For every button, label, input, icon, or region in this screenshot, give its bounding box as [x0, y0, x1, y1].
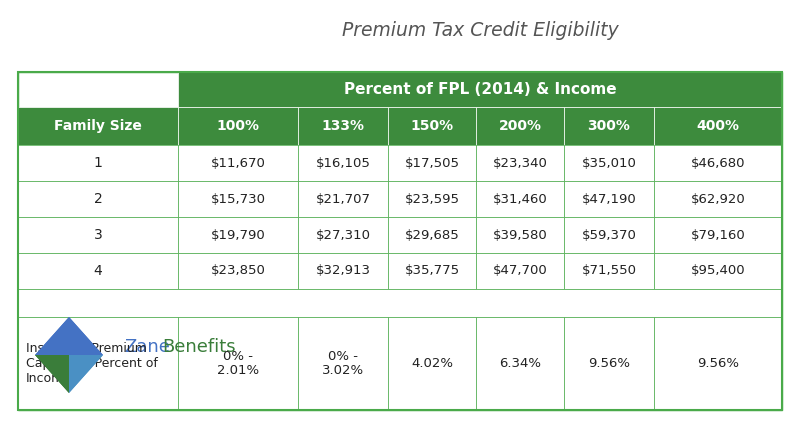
Bar [18, 289, 782, 317]
Text: $47,190: $47,190 [581, 193, 636, 206]
Text: 150%: 150% [411, 119, 454, 133]
Text: 4.02%: 4.02% [411, 357, 453, 370]
Text: $23,850: $23,850 [211, 264, 265, 278]
Bar [564, 145, 654, 181]
Text: $16,105: $16,105 [315, 156, 371, 170]
Text: $23,595: $23,595 [404, 193, 460, 206]
Text: Zane: Zane [124, 338, 170, 356]
Text: $47,700: $47,700 [492, 264, 548, 278]
Text: $62,920: $62,920 [691, 193, 745, 206]
Polygon shape [35, 317, 69, 355]
Bar [388, 217, 476, 253]
Text: 400%: 400% [696, 119, 739, 133]
Bar [564, 181, 654, 217]
Text: Insurance Premium
Capped at Percent of
Income: Insurance Premium Capped at Percent of I… [26, 342, 158, 385]
Text: 200%: 200% [499, 119, 541, 133]
Text: $11,670: $11,670 [211, 156, 265, 170]
Bar [476, 317, 564, 410]
Bar [476, 181, 564, 217]
Bar [476, 253, 564, 289]
Bar [18, 253, 178, 289]
Polygon shape [69, 355, 103, 393]
Bar [388, 181, 476, 217]
Bar [388, 107, 476, 145]
Text: 2: 2 [94, 192, 103, 206]
Bar [298, 107, 388, 145]
Text: 0% -
2.01%: 0% - 2.01% [217, 349, 259, 377]
Text: $23,340: $23,340 [492, 156, 548, 170]
Text: Benefits: Benefits [162, 338, 236, 356]
Text: 4: 4 [94, 264, 103, 278]
Polygon shape [69, 355, 103, 393]
Bar [388, 317, 476, 410]
Bar [564, 217, 654, 253]
Bar [18, 317, 178, 410]
Text: $71,550: $71,550 [581, 264, 637, 278]
Bar [178, 145, 298, 181]
Text: 133%: 133% [322, 119, 364, 133]
Bar [654, 253, 782, 289]
Text: $17,505: $17,505 [404, 156, 460, 170]
Text: $79,160: $79,160 [691, 229, 745, 241]
Bar [178, 217, 298, 253]
Bar [564, 253, 654, 289]
Bar [18, 217, 178, 253]
Text: Family Size: Family Size [54, 119, 142, 133]
Bar [654, 145, 782, 181]
Text: 9.56%: 9.56% [588, 357, 630, 370]
Text: $15,730: $15,730 [210, 193, 265, 206]
Bar [178, 107, 298, 145]
Bar [298, 217, 388, 253]
Bar [18, 72, 782, 410]
Text: $95,400: $95,400 [691, 264, 745, 278]
Bar [298, 145, 388, 181]
Polygon shape [35, 317, 103, 355]
Text: 3: 3 [94, 228, 103, 242]
Text: $32,913: $32,913 [315, 264, 371, 278]
Text: Percent of FPL (2014) & Income: Percent of FPL (2014) & Income [344, 82, 616, 97]
Text: 1: 1 [94, 156, 103, 170]
Bar [298, 253, 388, 289]
Bar [476, 217, 564, 253]
Bar [18, 145, 178, 181]
Bar [298, 317, 388, 410]
Text: 300%: 300% [588, 119, 630, 133]
Bar [178, 72, 782, 107]
Bar [18, 72, 782, 410]
Bar [654, 107, 782, 145]
Text: $19,790: $19,790 [211, 229, 265, 241]
Text: $35,775: $35,775 [404, 264, 460, 278]
Bar [388, 253, 476, 289]
Text: $21,707: $21,707 [315, 193, 371, 206]
Text: 9.56%: 9.56% [697, 357, 739, 370]
Text: $31,460: $31,460 [492, 193, 548, 206]
Bar [654, 181, 782, 217]
Text: $35,010: $35,010 [581, 156, 637, 170]
Text: 0% -
3.02%: 0% - 3.02% [322, 349, 364, 377]
Text: $27,310: $27,310 [315, 229, 371, 241]
Text: $46,680: $46,680 [691, 156, 745, 170]
Text: $59,370: $59,370 [581, 229, 637, 241]
Bar [564, 107, 654, 145]
Bar [564, 317, 654, 410]
Text: $29,685: $29,685 [405, 229, 460, 241]
Bar [654, 317, 782, 410]
Bar [476, 145, 564, 181]
Text: 6.34%: 6.34% [499, 357, 541, 370]
Bar [178, 317, 298, 410]
Bar [18, 107, 178, 145]
Text: 100%: 100% [217, 119, 260, 133]
Polygon shape [35, 355, 69, 393]
Bar [298, 181, 388, 217]
Bar [654, 217, 782, 253]
Bar [388, 145, 476, 181]
Text: Premium Tax Credit Eligibility: Premium Tax Credit Eligibility [342, 20, 618, 40]
Text: $39,580: $39,580 [492, 229, 548, 241]
Bar [476, 107, 564, 145]
Polygon shape [35, 355, 69, 393]
Bar [178, 253, 298, 289]
Polygon shape [69, 317, 103, 355]
Bar [178, 181, 298, 217]
Bar [18, 181, 178, 217]
